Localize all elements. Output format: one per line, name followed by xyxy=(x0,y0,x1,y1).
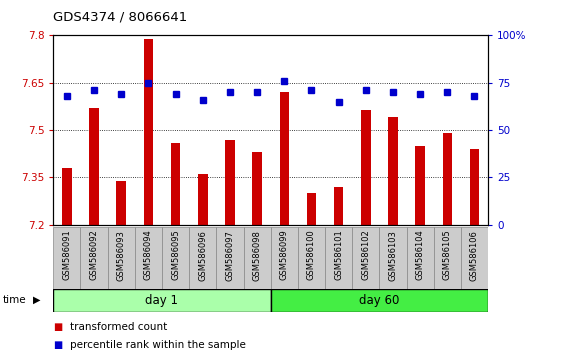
Text: GSM586095: GSM586095 xyxy=(171,230,180,280)
Bar xyxy=(53,227,80,289)
Bar xyxy=(325,227,352,289)
Bar xyxy=(108,227,135,289)
Bar xyxy=(298,227,325,289)
Text: percentile rank within the sample: percentile rank within the sample xyxy=(70,340,246,350)
Bar xyxy=(198,174,208,225)
Bar xyxy=(334,187,343,225)
Text: GSM586101: GSM586101 xyxy=(334,230,343,280)
Bar xyxy=(225,139,234,225)
Text: GSM586099: GSM586099 xyxy=(280,230,289,280)
Text: GSM586105: GSM586105 xyxy=(443,230,452,280)
Bar xyxy=(135,227,162,289)
Bar xyxy=(243,227,270,289)
Text: GSM586098: GSM586098 xyxy=(252,230,261,280)
Bar xyxy=(117,181,126,225)
Text: time: time xyxy=(3,295,26,305)
Text: GSM586103: GSM586103 xyxy=(388,230,397,280)
Bar xyxy=(171,143,180,225)
Text: ▶: ▶ xyxy=(33,295,40,305)
Text: day 60: day 60 xyxy=(359,293,399,307)
Bar xyxy=(89,108,99,225)
Bar xyxy=(189,227,217,289)
Bar xyxy=(415,146,425,225)
Text: GSM586091: GSM586091 xyxy=(62,230,71,280)
Bar xyxy=(270,227,298,289)
Bar xyxy=(434,227,461,289)
Bar xyxy=(307,193,316,225)
Text: ■: ■ xyxy=(53,340,62,350)
Text: day 1: day 1 xyxy=(145,293,178,307)
Text: GDS4374 / 8066641: GDS4374 / 8066641 xyxy=(53,10,187,23)
Text: GSM586092: GSM586092 xyxy=(90,230,99,280)
Text: GSM586093: GSM586093 xyxy=(117,230,126,280)
Bar xyxy=(279,92,289,225)
Bar xyxy=(62,168,72,225)
Bar xyxy=(144,39,153,225)
Bar xyxy=(252,152,262,225)
Bar xyxy=(461,227,488,289)
Bar xyxy=(388,118,398,225)
Bar xyxy=(53,289,270,312)
Text: transformed count: transformed count xyxy=(70,322,167,332)
Text: GSM586104: GSM586104 xyxy=(416,230,425,280)
Bar xyxy=(407,227,434,289)
Bar xyxy=(352,227,379,289)
Bar xyxy=(162,227,189,289)
Text: GSM586106: GSM586106 xyxy=(470,230,479,280)
Bar xyxy=(80,227,108,289)
Bar xyxy=(379,227,407,289)
Bar xyxy=(217,227,243,289)
Text: GSM586102: GSM586102 xyxy=(361,230,370,280)
Bar xyxy=(270,289,488,312)
Text: GSM586097: GSM586097 xyxy=(226,230,234,280)
Text: GSM586096: GSM586096 xyxy=(198,230,207,280)
Text: ■: ■ xyxy=(53,322,62,332)
Bar xyxy=(470,149,479,225)
Text: GSM586094: GSM586094 xyxy=(144,230,153,280)
Bar xyxy=(361,110,371,225)
Bar xyxy=(443,133,452,225)
Text: GSM586100: GSM586100 xyxy=(307,230,316,280)
